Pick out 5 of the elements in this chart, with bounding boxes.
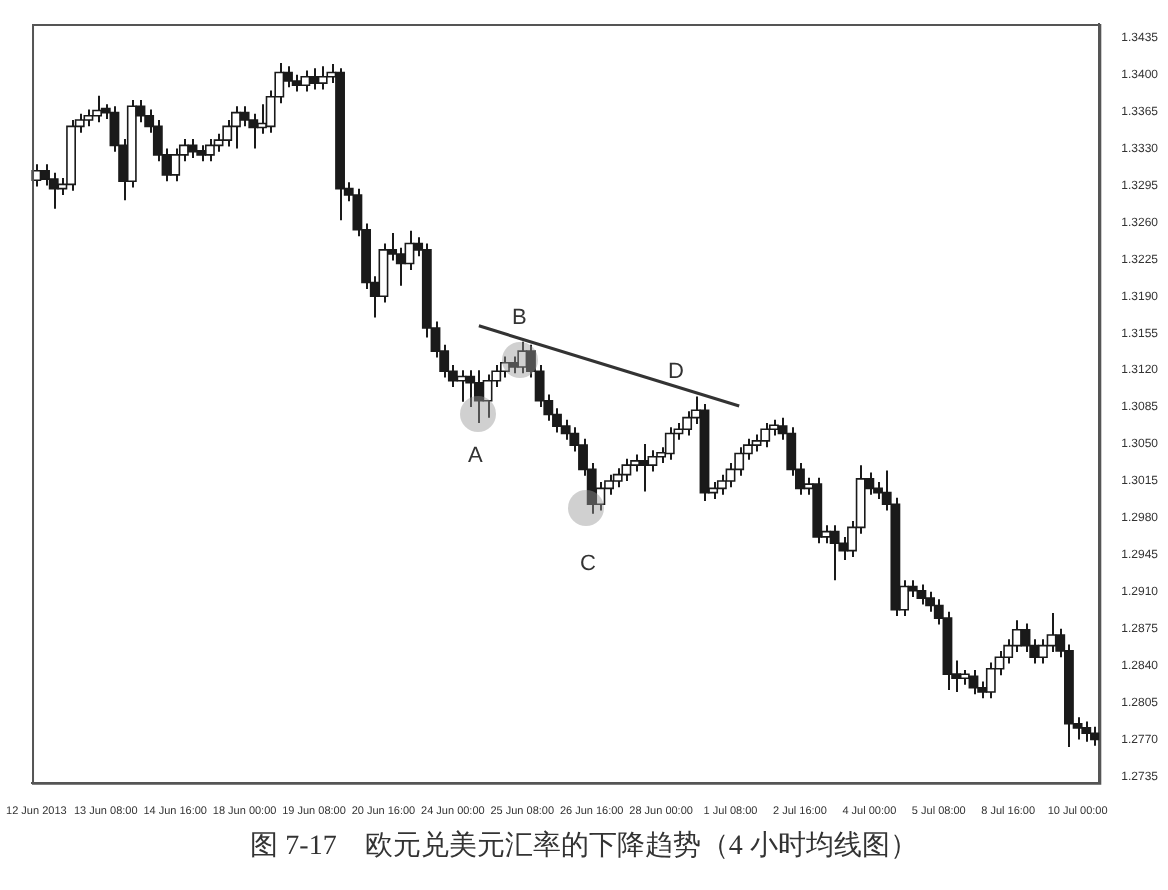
annotation: A bbox=[468, 444, 483, 468]
annotation: D bbox=[668, 360, 684, 384]
text: 图 7-17 欧元兑美元汇率的下降趋势（4 小时均线图） bbox=[248, 828, 920, 864]
annotation: B bbox=[512, 306, 527, 330]
annotation: C bbox=[580, 552, 596, 576]
